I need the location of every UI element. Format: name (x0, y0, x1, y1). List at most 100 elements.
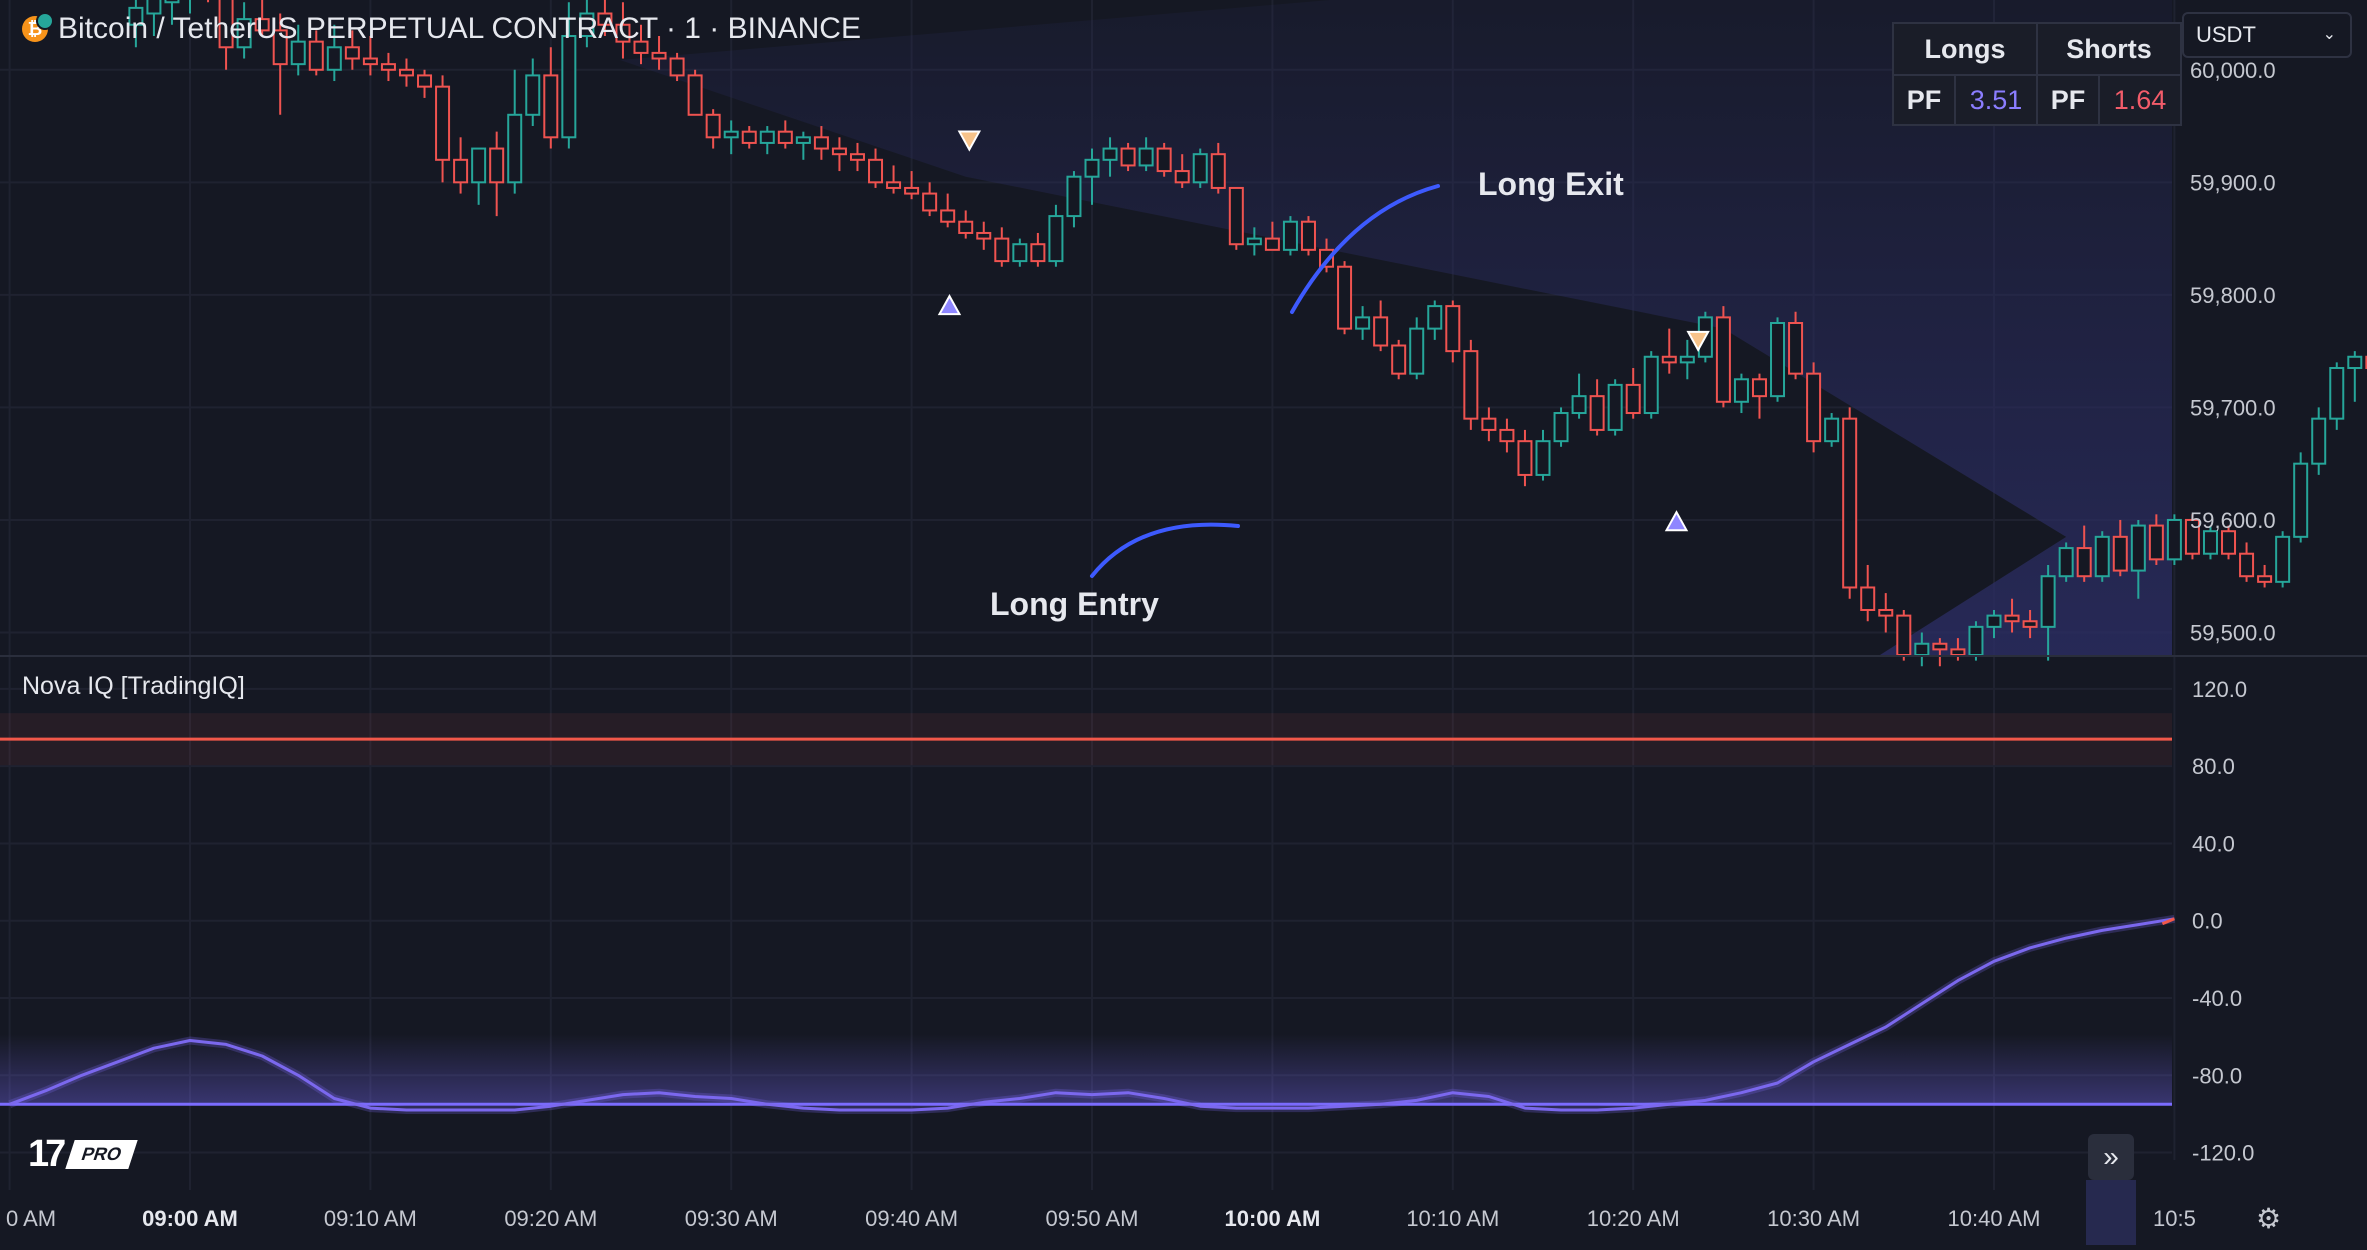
tradingview-logo[interactable]: 17 PRO (28, 1133, 139, 1176)
candle-body (777, 130, 793, 144)
indicator-tick-label: 120.0 (2192, 677, 2247, 702)
candle-body (579, 12, 595, 38)
candle-body (1228, 186, 1244, 246)
candle-body (2257, 575, 2273, 583)
candle-body (705, 113, 721, 139)
candle-body (849, 153, 865, 161)
longs-pf-value: 3.51 (1954, 74, 2038, 126)
candle-body (1535, 440, 1551, 476)
candle-body (236, 18, 252, 49)
candle-body (380, 63, 396, 71)
candle-body (1499, 428, 1515, 443)
candle-body (1463, 350, 1479, 420)
price-tick-label: 60,000.0 (2190, 58, 2276, 83)
candle-body (1300, 220, 1316, 251)
candle-body (1679, 355, 1695, 364)
candle-body (2112, 535, 2128, 572)
candle-body (1607, 383, 1623, 431)
candle-body (904, 186, 920, 195)
candle-body (2058, 547, 2074, 578)
buy-signal-marker (937, 294, 962, 316)
candle-body (615, 23, 631, 43)
candle-body (1824, 417, 1840, 443)
candle-body (1715, 316, 1731, 403)
time-tick-label: 10:40 AM (1948, 1206, 2041, 1231)
candle-body (326, 46, 342, 71)
candle-body (2148, 524, 2164, 561)
candle-body (471, 147, 487, 184)
candle-body (1264, 237, 1280, 251)
double-chevron-right-icon: » (2103, 1141, 2119, 1172)
gear-icon[interactable]: ⚙ (2256, 1203, 2282, 1234)
time-tick-label: 10:10 AM (1406, 1206, 1499, 1231)
candle-body (651, 51, 667, 60)
candle-body (922, 192, 938, 212)
long-exit-arrow (1290, 184, 1440, 314)
candle-body (1373, 316, 1389, 347)
candle-body (1986, 614, 2002, 628)
long-entry-label: Long Entry (990, 586, 1159, 622)
bitcoin-icon: ₿ (22, 12, 54, 42)
candle-body (1914, 642, 1930, 657)
candle-body (1066, 175, 1082, 218)
candle-body (2184, 518, 2200, 555)
candle-body (290, 40, 306, 66)
time-tick-label: 09:50 AM (1046, 1206, 1139, 1231)
candle-body (525, 74, 541, 116)
candle-body (1445, 305, 1461, 353)
candle-body (1896, 614, 1912, 657)
shorts-header: Shorts (2036, 22, 2182, 76)
symbol-header[interactable]: ₿ Bitcoin / TetherUS PERPETUAL CONTRACT … (22, 12, 861, 46)
candle-body (1391, 344, 1407, 375)
long-exit-label: Long Exit (1478, 166, 1624, 202)
candle-body (2221, 530, 2237, 555)
candle-body (741, 130, 757, 144)
candle-body (344, 46, 360, 60)
candle-body (976, 231, 992, 240)
indicator-tick-label: 80.0 (2192, 754, 2235, 779)
candle-body (164, 0, 180, 4)
currency-select[interactable]: USDT ⌄ (2182, 12, 2352, 58)
candle-body (1571, 395, 1587, 415)
indicator-tick-label: 40.0 (2192, 831, 2235, 856)
candle-body (308, 40, 324, 71)
sell-signal-marker (957, 130, 982, 152)
price-tick-label: 59,500.0 (2190, 620, 2276, 645)
candle-body (813, 136, 829, 150)
candle-body (1481, 417, 1497, 431)
candle-body (2076, 547, 2092, 578)
shorts-pf-label: PF (2036, 74, 2100, 126)
candle-body (146, 0, 162, 15)
candle-body (1210, 153, 1226, 189)
candle-body (886, 181, 902, 189)
candle-body (1860, 586, 1876, 611)
candle-body (1589, 395, 1605, 431)
indicator-line (9, 917, 2175, 1112)
candle-body (669, 57, 685, 77)
candle-body (1409, 327, 1425, 375)
candle-body (2022, 620, 2038, 628)
tradingview-logo-mark: 17 (28, 1133, 66, 1175)
scroll-to-realtime-button[interactable]: » (2088, 1134, 2134, 1180)
indicator-title[interactable]: Nova IQ [TradingIQ] (22, 672, 245, 700)
candle-body (1643, 355, 1659, 415)
candle-body (362, 57, 378, 66)
candle-body (1030, 243, 1046, 263)
candle-body (1553, 412, 1569, 443)
pro-badge: PRO (65, 1140, 139, 1169)
candle-body (2311, 417, 2327, 465)
candle-body (940, 209, 956, 223)
candle-body (2293, 462, 2309, 538)
symbol-title[interactable]: Bitcoin / TetherUS PERPETUAL CONTRACT · … (58, 12, 861, 45)
candle-body (868, 158, 884, 184)
time-tick-label: 09:40 AM (865, 1206, 958, 1231)
chevron-down-icon: ⌄ (2322, 26, 2336, 43)
candle-body (1102, 147, 1118, 161)
candle-body (994, 237, 1010, 263)
candle-body (1625, 383, 1641, 415)
candle-body (2040, 575, 2056, 628)
current-time-highlight (2086, 1180, 2136, 1245)
candle-body (1012, 243, 1028, 263)
